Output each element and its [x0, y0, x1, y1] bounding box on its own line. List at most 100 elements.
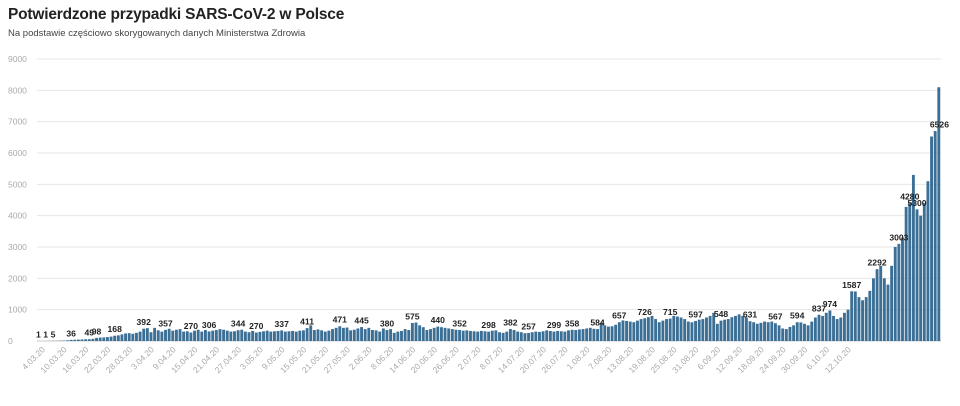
bar [890, 265, 894, 341]
bar [505, 331, 509, 341]
bar [774, 323, 777, 341]
bar [668, 318, 672, 341]
bars [37, 87, 941, 341]
bar [908, 203, 912, 341]
bar [153, 327, 157, 341]
bar [795, 322, 799, 341]
bar [233, 331, 236, 341]
x-tick-label: 3.05.20 [238, 344, 265, 371]
bar [650, 315, 654, 341]
bar [799, 322, 803, 341]
bar [294, 331, 298, 341]
bar [527, 332, 530, 341]
bar [352, 329, 356, 341]
bar [596, 329, 599, 341]
bar [178, 329, 182, 341]
bar [559, 331, 563, 341]
bar [80, 339, 84, 341]
bar [872, 278, 875, 341]
bar [726, 319, 730, 341]
bar [545, 330, 549, 341]
bar [694, 320, 697, 341]
bar [76, 339, 80, 341]
bar [690, 322, 694, 341]
bar [479, 330, 483, 341]
bar [734, 315, 737, 341]
data-label: 567 [768, 312, 783, 322]
data-label: 358 [565, 318, 580, 328]
y-tick-label: 1000 [8, 305, 27, 315]
bar [142, 328, 146, 341]
bar [167, 328, 171, 341]
bar [933, 131, 937, 341]
bar [374, 330, 378, 341]
bar [625, 320, 629, 341]
bar [512, 330, 516, 341]
bar [737, 314, 741, 341]
y-tick-label: 9000 [8, 54, 27, 64]
data-label: 974 [823, 299, 838, 309]
bar [135, 332, 138, 341]
bar [204, 330, 207, 341]
bar [149, 332, 153, 341]
bar [193, 330, 196, 341]
bar [367, 327, 371, 341]
bar [345, 327, 349, 341]
bar [389, 329, 393, 341]
bar [886, 284, 890, 341]
x-tick-label: 2.07.20 [456, 344, 483, 371]
bar [835, 319, 839, 341]
bar [574, 330, 578, 341]
bar [759, 322, 763, 341]
bar [160, 331, 164, 341]
bar [66, 340, 69, 341]
bar [247, 332, 251, 341]
bar [320, 330, 324, 341]
bar [334, 327, 338, 341]
data-label: 36 [66, 328, 76, 338]
bar [87, 339, 91, 341]
bar [214, 330, 218, 341]
y-tick-label: 6000 [8, 148, 27, 158]
bar [196, 329, 200, 341]
y-tick-label: 3000 [8, 242, 27, 252]
bar [821, 315, 825, 341]
bar [490, 330, 494, 341]
bar [766, 322, 770, 341]
bar [291, 330, 295, 341]
bar [145, 328, 149, 341]
data-label: 1 [43, 330, 48, 340]
bar [603, 325, 607, 341]
bar [530, 332, 534, 341]
x-tick-label: 2.06.20 [347, 344, 374, 371]
bar [686, 321, 690, 341]
bar [588, 327, 592, 341]
data-label: 49 [85, 328, 95, 338]
bar [705, 317, 708, 341]
bar [911, 174, 915, 341]
bar [556, 330, 560, 341]
bar [302, 330, 305, 341]
bar [508, 329, 512, 341]
bar [363, 329, 367, 341]
bar [439, 327, 443, 341]
bar [312, 330, 316, 341]
bar [356, 328, 360, 341]
bar [646, 317, 650, 341]
bar [643, 318, 647, 341]
y-tick-label: 5000 [8, 179, 27, 189]
bar [828, 310, 832, 341]
bar [701, 319, 705, 341]
y-tick-label: 8000 [8, 85, 27, 95]
bar [349, 330, 353, 341]
bar [755, 323, 759, 341]
bar [567, 330, 570, 341]
bar [534, 331, 538, 341]
bar [371, 330, 374, 341]
bar [897, 243, 901, 341]
bar [930, 136, 933, 341]
bar [494, 330, 498, 341]
data-label: 98 [92, 326, 102, 336]
bar [748, 321, 752, 341]
bar [538, 331, 541, 341]
